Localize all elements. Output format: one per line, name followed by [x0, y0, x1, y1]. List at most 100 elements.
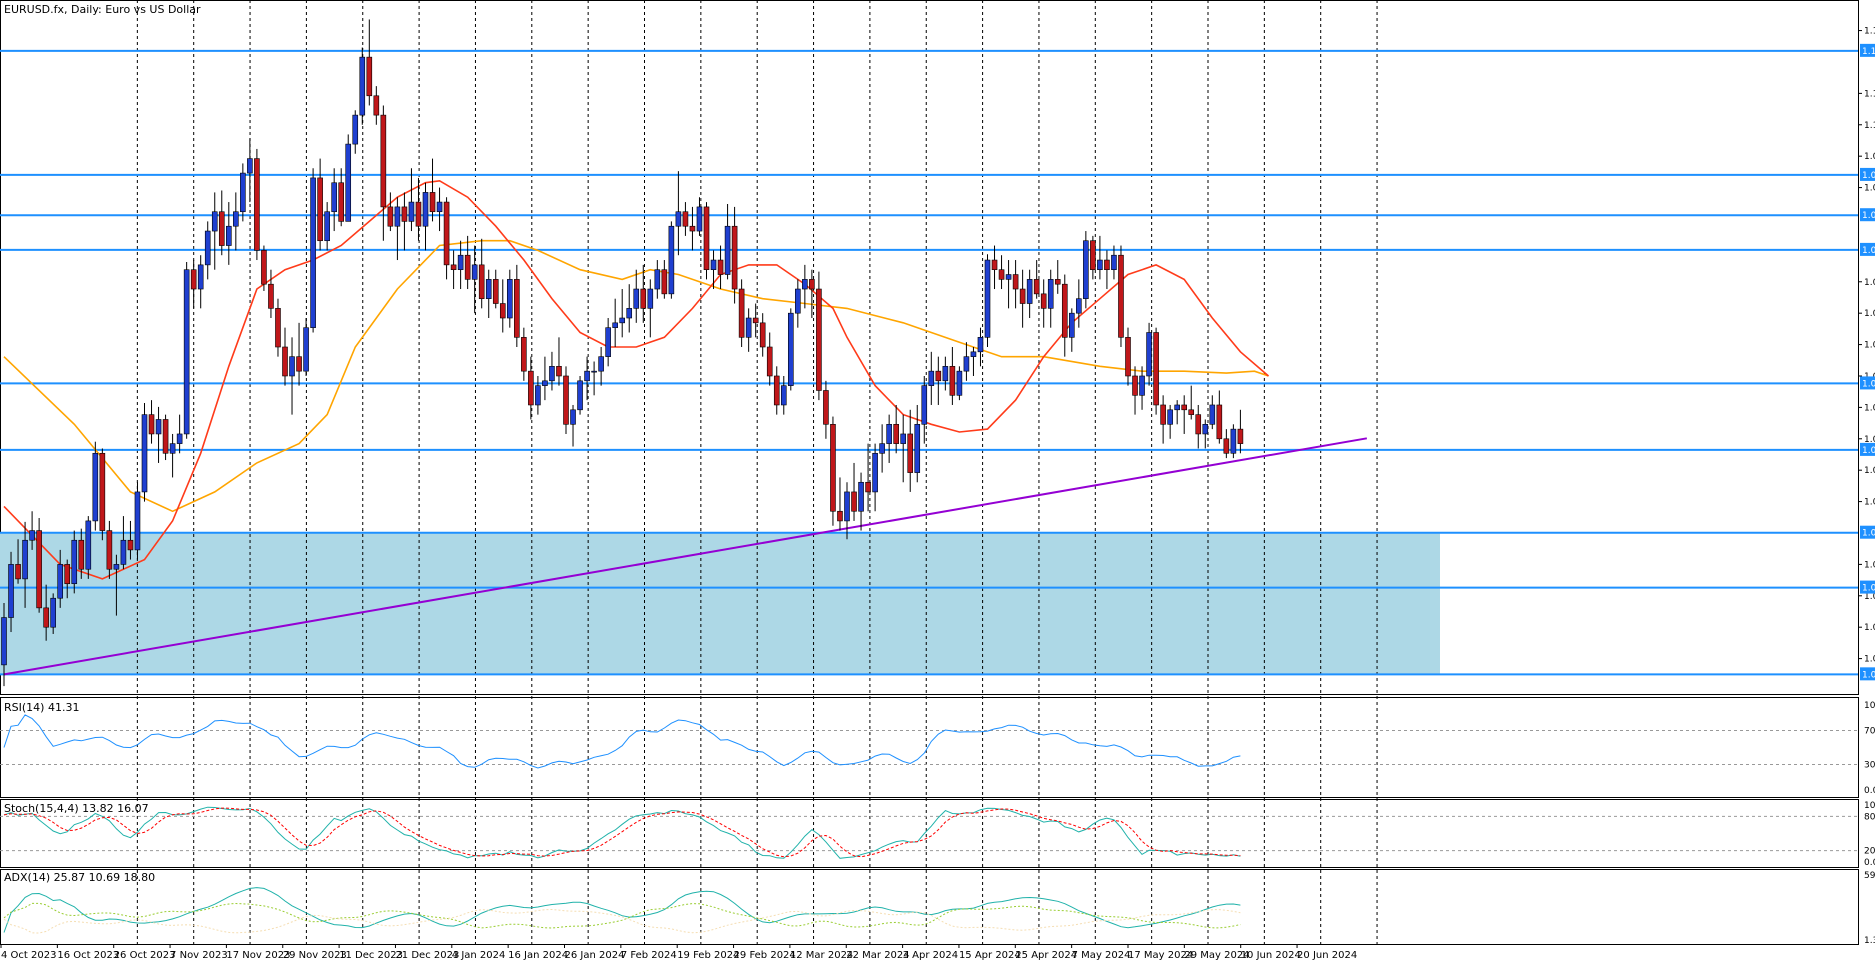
candle[interactable] [998, 255, 1005, 290]
candle[interactable] [858, 472, 864, 531]
candle[interactable] [696, 197, 703, 236]
candle[interactable] [36, 518, 42, 613]
candle[interactable] [78, 528, 85, 579]
candle[interactable] [970, 347, 977, 376]
candle[interactable] [780, 375, 787, 415]
candle[interactable] [1069, 308, 1075, 352]
candle[interactable] [1188, 385, 1195, 420]
candle[interactable] [1237, 409, 1244, 454]
candle[interactable] [1118, 245, 1124, 347]
candle[interactable] [640, 264, 647, 323]
candle[interactable] [141, 403, 148, 502]
candle[interactable] [865, 443, 871, 512]
candle[interactable] [724, 204, 731, 280]
candle[interactable] [1019, 269, 1026, 328]
candle[interactable] [1005, 260, 1012, 309]
candle[interactable] [268, 269, 274, 319]
candle[interactable] [935, 356, 942, 405]
candle[interactable] [535, 375, 541, 415]
candle[interactable] [240, 163, 246, 222]
candle[interactable] [851, 462, 857, 521]
candle[interactable] [584, 356, 590, 401]
candle[interactable] [1202, 419, 1209, 449]
candle[interactable] [338, 168, 345, 227]
candle[interactable] [64, 559, 71, 599]
candle[interactable] [1054, 260, 1061, 294]
candle[interactable] [703, 202, 710, 280]
candle[interactable] [1040, 279, 1047, 328]
candle[interactable] [1061, 274, 1068, 357]
candle[interactable] [233, 192, 239, 251]
candle[interactable] [914, 404, 921, 483]
candle[interactable] [162, 414, 169, 461]
candle[interactable] [134, 482, 141, 560]
candle[interactable] [1083, 231, 1089, 309]
candle[interactable] [345, 134, 352, 222]
candle[interactable] [457, 240, 464, 290]
candle[interactable] [991, 245, 998, 290]
candle[interactable] [429, 158, 436, 222]
candle[interactable] [464, 235, 471, 290]
candle[interactable] [50, 593, 56, 634]
candle[interactable] [282, 327, 288, 386]
candle[interactable] [647, 279, 654, 338]
candle[interactable] [324, 202, 330, 251]
candle[interactable] [85, 516, 92, 579]
candle[interactable] [1139, 366, 1145, 410]
candle[interactable] [176, 414, 183, 454]
candle[interactable] [1174, 400, 1180, 425]
candle[interactable] [408, 168, 415, 232]
candle[interactable] [99, 448, 106, 541]
candle[interactable] [661, 260, 668, 299]
candle[interactable] [956, 366, 963, 401]
candle[interactable] [823, 380, 829, 439]
candle[interactable] [563, 366, 569, 434]
candle[interactable] [422, 182, 429, 251]
candle[interactable] [1153, 327, 1159, 415]
candle[interactable] [380, 105, 387, 241]
candle[interactable] [795, 279, 801, 328]
candle[interactable] [682, 202, 689, 236]
candle[interactable] [226, 202, 232, 265]
candle[interactable] [752, 303, 759, 338]
candle[interactable] [443, 197, 450, 280]
candle[interactable] [1146, 322, 1152, 386]
candle[interactable] [837, 477, 843, 531]
candle[interactable] [633, 269, 640, 323]
candle[interactable] [612, 298, 618, 347]
candle[interactable] [148, 400, 155, 444]
candle[interactable] [401, 192, 408, 251]
candle[interactable] [542, 356, 548, 401]
candle[interactable] [197, 255, 204, 309]
candle[interactable] [872, 443, 878, 512]
candles[interactable] [1, 19, 1244, 687]
candle[interactable] [668, 221, 675, 299]
candle[interactable] [492, 269, 499, 309]
candle[interactable] [556, 337, 562, 386]
candle[interactable] [907, 409, 914, 492]
candle[interactable] [942, 356, 949, 391]
candle[interactable] [499, 279, 506, 333]
candle[interactable] [415, 177, 422, 241]
candle[interactable] [1160, 395, 1166, 444]
candle[interactable] [963, 342, 970, 381]
candle[interactable] [816, 271, 822, 401]
candle[interactable] [675, 171, 682, 256]
candle[interactable] [802, 264, 808, 309]
candle[interactable] [717, 245, 724, 290]
candle[interactable] [478, 238, 485, 309]
candle[interactable] [1209, 395, 1216, 430]
candle[interactable] [155, 406, 162, 463]
candle[interactable] [127, 520, 134, 560]
candle[interactable] [900, 414, 907, 483]
candle[interactable] [211, 192, 218, 270]
candle[interactable] [514, 264, 520, 347]
candle[interactable] [394, 197, 401, 261]
candle[interactable] [120, 516, 127, 570]
candle[interactable] [29, 511, 35, 550]
candle[interactable] [1230, 424, 1237, 459]
candle[interactable] [1195, 404, 1202, 449]
candle[interactable] [359, 47, 366, 125]
candle[interactable] [809, 269, 815, 319]
